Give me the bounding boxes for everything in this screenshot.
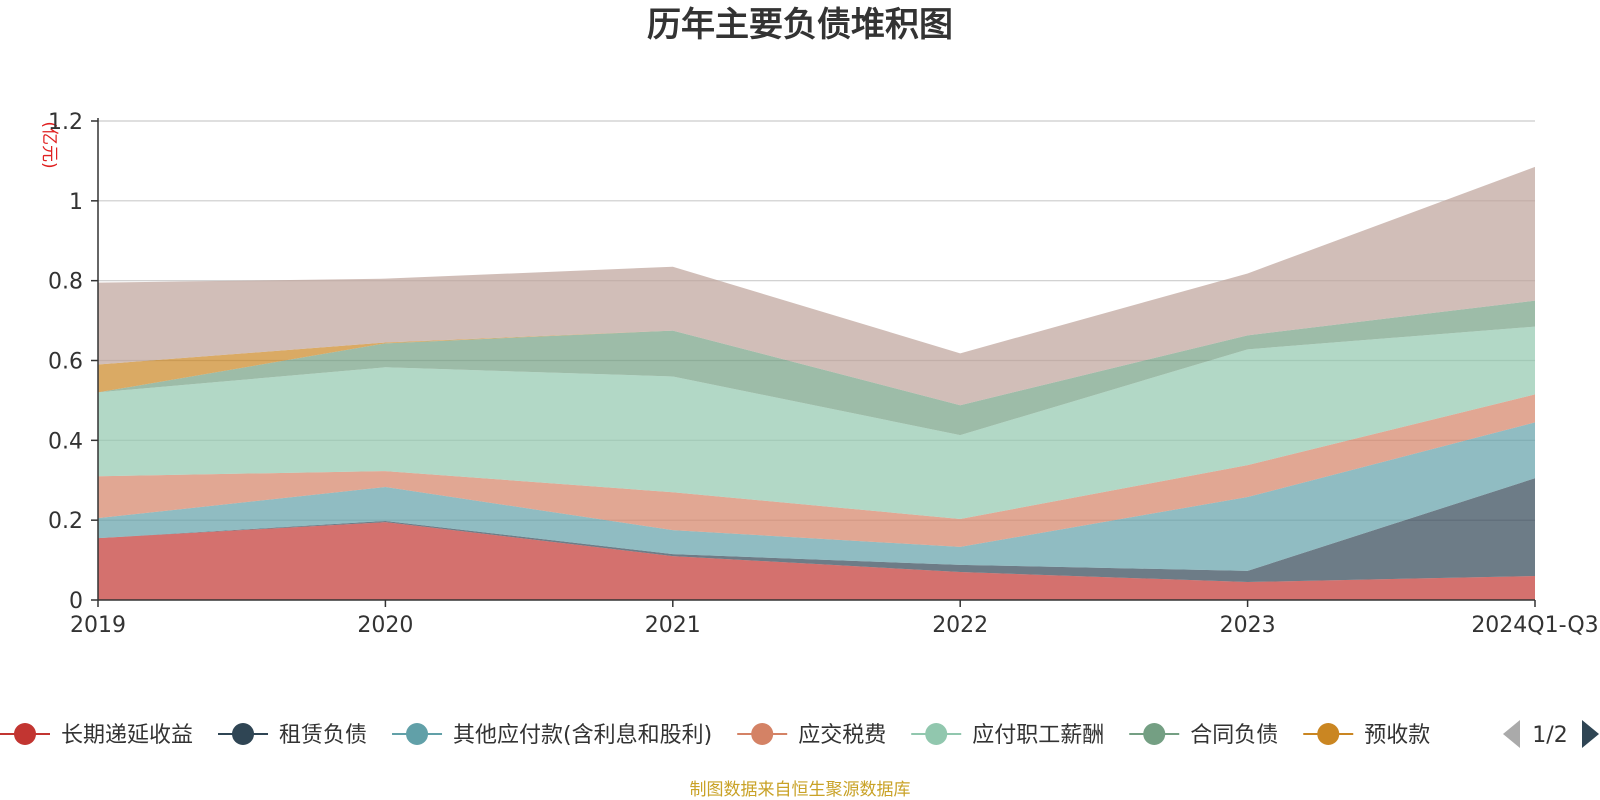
legend-marker: [1317, 723, 1340, 745]
legend-label: 合同负债: [1190, 723, 1278, 748]
y-tick-label: 0.8: [48, 270, 83, 295]
x-tick-label: 2019: [70, 613, 126, 638]
legend-item[interactable]: 租赁负债: [218, 723, 367, 748]
legend[interactable]: 长期递延收益 租赁负债 其他应付款(含利息和股利) 应交税费 应付职工薪酬 合同负债 预收款: [0, 723, 1430, 748]
legend-label: 租赁负债: [279, 723, 367, 748]
y-tick-label: 1.2: [48, 110, 83, 135]
axes: 0 0.2 0.4 0.6 0.8 1 1.2 2019 2020 2021 2022 2023 202…: [48, 110, 1599, 638]
chart-title: 历年主要负债堆积图: [647, 5, 953, 45]
legend-item[interactable]: 预收款: [1303, 723, 1430, 748]
y-axis-unit: (亿元): [39, 121, 59, 168]
legend-marker: [1143, 723, 1166, 745]
legend-item[interactable]: 其他应付款(含利息和股利): [392, 723, 712, 748]
legend-pager: 1/2: [1503, 720, 1599, 748]
data-source-note: 制图数据来自恒生聚源数据库: [690, 780, 911, 800]
y-tick-label: 0.6: [48, 350, 83, 375]
area-series-长期递延收益: [98, 522, 1535, 600]
area-series-应付职工薪酬: [98, 326, 1535, 519]
legend-item[interactable]: 长期递延收益: [0, 723, 193, 748]
legend-item[interactable]: 应付职工薪酬: [911, 723, 1104, 748]
legend-label: 应付职工薪酬: [972, 723, 1104, 748]
legend-next-page-icon[interactable]: [1582, 720, 1599, 748]
legend-label: 其他应付款(含利息和股利): [453, 723, 712, 748]
legend-prev-page-icon[interactable]: [1503, 720, 1520, 748]
y-tick-label: 0: [69, 589, 83, 614]
area-series-其他: [98, 166, 1535, 406]
legend-marker: [751, 723, 774, 745]
y-tick-label: 1: [69, 190, 83, 215]
area-series-应交税费: [98, 394, 1535, 547]
y-tick-label: 0.4: [48, 429, 83, 454]
x-tick-label: 2023: [1220, 613, 1276, 638]
legend-marker: [406, 723, 429, 745]
legend-item[interactable]: 应交税费: [737, 723, 886, 748]
legend-label: 预收款: [1364, 723, 1430, 748]
legend-marker: [925, 723, 948, 745]
legend-page-indicator: 1/2: [1532, 723, 1567, 748]
x-tick-label: 2024Q1-Q3: [1471, 613, 1598, 638]
area-series-租赁负债: [98, 478, 1535, 583]
area-series-其他应付款(含利息和股利): [98, 422, 1535, 571]
legend-item[interactable]: 合同负债: [1129, 723, 1278, 748]
legend-marker: [232, 723, 255, 745]
x-tick-label: 2020: [357, 613, 413, 638]
legend-label: 长期递延收益: [61, 723, 193, 748]
legend-marker: [14, 723, 36, 745]
legend-label: 应交税费: [798, 723, 886, 748]
area-series: [98, 166, 1535, 600]
x-tick-label: 2021: [645, 613, 701, 638]
x-tick-label: 2022: [932, 613, 988, 638]
y-tick-label: 0.2: [48, 509, 83, 534]
